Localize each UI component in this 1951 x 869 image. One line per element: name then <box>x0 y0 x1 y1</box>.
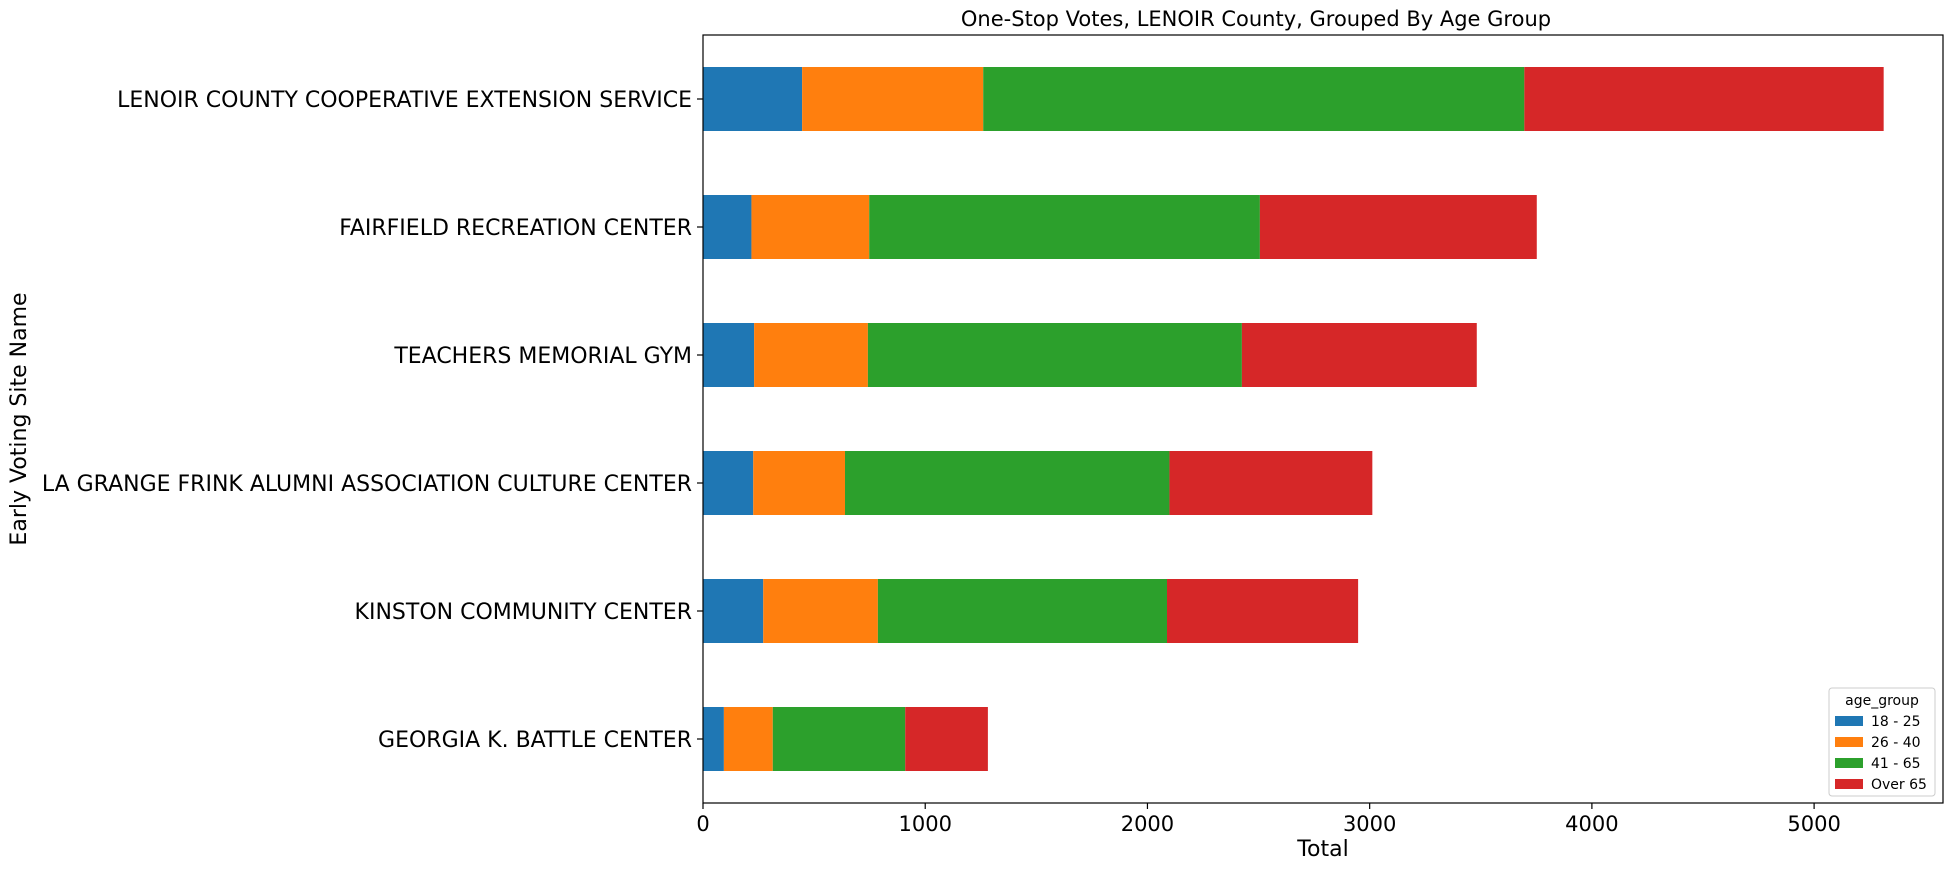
legend-item-label: 18 - 25 <box>1871 714 1921 730</box>
bar-segment-2-2 <box>867 323 1242 387</box>
bar-segment-3-2 <box>845 451 1170 515</box>
bar-segment-3-1 <box>753 451 845 515</box>
bar-segment-1-2 <box>869 195 1260 259</box>
legend-swatch <box>1835 716 1863 726</box>
bar-segment-0-0 <box>703 67 803 131</box>
bars-layer <box>703 67 1884 771</box>
bar-segment-1-0 <box>703 195 752 259</box>
bar-segment-4-2 <box>877 579 1167 643</box>
bar-segment-2-1 <box>754 323 868 387</box>
bar-segment-4-0 <box>703 579 764 643</box>
legend-title: age_group <box>1845 693 1919 709</box>
legend-item-label: 26 - 40 <box>1871 735 1921 751</box>
x-tick-label: 3000 <box>1343 812 1396 836</box>
legend-item-label: Over 65 <box>1871 777 1927 793</box>
chart-title: One-Stop Votes, LENOIR County, Grouped B… <box>961 7 1551 31</box>
legend-swatch <box>1835 758 1863 768</box>
bar-segment-0-1 <box>802 67 984 131</box>
bar-segment-0-2 <box>983 67 1525 131</box>
x-axis-ticks: 0 1000 2000 3000 4000 5000 <box>696 803 1841 836</box>
bar-segment-0-3 <box>1524 67 1884 131</box>
x-tick-label: 4000 <box>1565 812 1618 836</box>
bar-segment-4-3 <box>1167 579 1359 643</box>
y-axis-label: Early Voting Site Name <box>7 292 32 545</box>
category-label: FAIRFIELD RECREATION CENTER <box>339 216 692 241</box>
bar-segment-5-2 <box>772 707 906 771</box>
legend-frame <box>1828 687 1936 797</box>
bar-segment-5-1 <box>723 707 773 771</box>
category-label: LENOIR COUNTY COOPERATIVE EXTENSION SERV… <box>117 88 692 113</box>
bar-segment-3-0 <box>703 451 754 515</box>
bar-segment-1-3 <box>1259 195 1537 259</box>
x-axis-label: Total <box>1296 837 1348 862</box>
bar-segment-2-3 <box>1241 323 1477 387</box>
bar-segment-5-0 <box>703 707 724 771</box>
category-labels: LENOIR COUNTY COOPERATIVE EXTENSION SERV… <box>42 88 703 753</box>
bar-segment-1-1 <box>751 195 870 259</box>
legend-item-label: 41 - 65 <box>1871 756 1921 772</box>
legend-swatch <box>1835 779 1863 789</box>
x-tick-label: 1000 <box>898 812 951 836</box>
x-tick-label: 5000 <box>1787 812 1840 836</box>
bar-segment-3-3 <box>1169 451 1373 515</box>
bar-segment-5-3 <box>905 707 988 771</box>
category-label: LA GRANGE FRINK ALUMNI ASSOCIATION CULTU… <box>42 472 692 497</box>
bar-segment-4-1 <box>763 579 878 643</box>
legend: age_group 18 - 25 26 - 40 41 - 65 Over 65 <box>1828 687 1936 797</box>
plot-frame <box>702 34 1944 804</box>
legend-swatch <box>1835 737 1863 747</box>
x-tick-label: 2000 <box>1121 812 1174 836</box>
category-label: GEORGIA K. BATTLE CENTER <box>378 728 692 753</box>
x-tick-label: 0 <box>696 812 709 836</box>
bar-segment-2-0 <box>703 323 755 387</box>
category-label: KINSTON COMMUNITY CENTER <box>355 600 692 625</box>
category-label: TEACHERS MEMORIAL GYM <box>393 344 692 369</box>
